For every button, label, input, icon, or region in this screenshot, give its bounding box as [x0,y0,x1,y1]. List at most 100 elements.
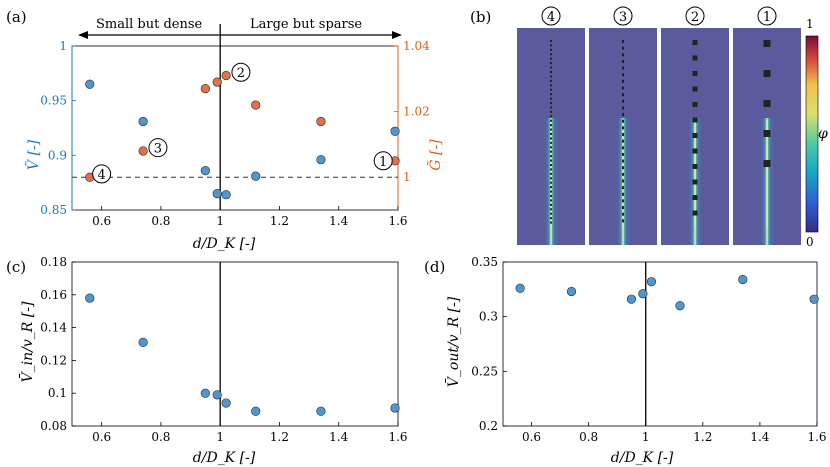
panel-b-particle [550,208,552,211]
panel-a-xtick-label: 1 [216,214,224,228]
panel-c-axes-frame [71,261,399,427]
panel-b-particle [550,181,552,184]
panel-b-particle [550,75,552,78]
panel-c-point [212,390,222,400]
panel-c-xtick-label: 1.4 [329,430,348,444]
panel-d-point [646,277,657,287]
panel-b-particle [550,155,552,158]
panel-d-ytick-label: 0.35 [471,255,498,269]
panel-d-xtick-label: 1.2 [693,430,712,444]
panel-b-particle [622,179,624,183]
panel-a-blue-point [200,166,210,176]
panel-d-xtick-label: 1.4 [750,430,769,444]
panel-b-particle [622,192,624,196]
panel-c-ytick-label: 0.12 [40,353,67,367]
panel-b-particle [550,97,552,100]
small-but-dense-label: Small but dense [96,17,203,32]
panel-b-column-circle-marker-label: 1 [763,10,771,25]
panel-b: (b) 4 3 2 1 1 0 φ [470,6,828,249]
panel-b-particle [550,133,552,135]
panel-d-point [638,289,648,299]
panel-a-orange-point [212,77,222,87]
panel-b-column-circle-marker [613,6,633,26]
panel-a-orange-point [138,146,148,156]
panel-b-particle [550,66,552,69]
panel-b-particle [622,172,624,176]
panel-b-particle [550,212,552,215]
panel-b-particle [622,126,624,130]
panel-a-circle-marker-label: 4 [97,168,105,183]
panel-c-xlabel: d/D_K [-] [193,450,256,466]
panel-a-circle-marker [92,164,112,184]
panel-a-circle-marker [373,151,393,171]
panel-a-xtick-label: 0.8 [151,214,170,228]
panel-b-particle [550,93,552,96]
panel-b-particle [692,40,698,45]
panel-b-particle [550,128,552,131]
panel-b-particle [550,79,552,82]
panel-a-blue-point [221,190,231,200]
panel-b-particle [622,59,624,63]
panel-a-xlabel: d/D_K [-] [193,236,256,252]
panel-d-point [515,283,525,293]
panel-a-right-ytick-label: 1.02 [403,105,430,119]
panel-b-particle [622,113,624,117]
panel-d-xtick-label: 1 [642,430,650,444]
panel-a-orange-point [221,70,231,81]
panel-c-xtick-label: 1 [216,430,224,444]
panel-b-particle [692,102,698,107]
panel-b-particle [622,119,624,123]
panel-b-particle [622,99,624,103]
panel-d-plot: 0.6 0.8 1 1.2 1.4 1.6 0.2 0.25 0.3 0.35 [471,255,826,444]
panel-c-ytick-label: 0.18 [40,255,67,269]
panel-d-ytick-label: 0.25 [471,364,498,378]
panel-b-column-circle-marker [757,6,777,26]
panel-c-xtick-label: 0.6 [92,430,111,444]
panel-a-ytick-label: 1 [59,39,67,53]
panel-b-particle [550,159,552,162]
panel-a-ytick-label: 0.95 [40,94,67,108]
panel-c-point [316,406,326,416]
panel-c-ytick-label: 0.1 [48,386,67,400]
panel-a-xtick-label: 0.6 [92,214,111,228]
panel-b-particle [550,137,552,140]
panel-c-plot: 0.6 0.8 1 1.2 1.4 1.6 0.08 0.1 0.12 0.14 0.16 0.18 [40,255,407,444]
panel-c-ytick-label: 0.08 [40,419,67,433]
colorbar [805,35,819,233]
panel-a-ytick-label: 0.85 [40,203,67,217]
panel-b-particle [692,179,698,185]
panel-b-particle [622,66,624,70]
panel-b-particle [550,217,552,220]
panel-b-particle [550,110,552,113]
panel-a-right-ytick-label: 1 [403,170,411,184]
panel-b-particle [550,146,552,149]
panel-a: (a) Small but dense Large but sparse 0.6… [6,8,444,252]
panel-b-particle [692,55,698,61]
colorbar-min-label: 0 [806,235,814,249]
panel-b-column-circle-marker-label: 4 [547,10,555,25]
panel-d-point [675,301,685,311]
panel-c-point [138,337,148,347]
panel-a-blue-point [251,171,261,181]
panel-b-particle [763,130,771,137]
panel-d-ytick-label: 0.2 [479,419,498,433]
panel-d-point [626,294,637,304]
panel-b-particle [550,119,552,122]
panel-b-particle [622,40,624,43]
panel-a-ylabel-right: G̃ [-] [426,139,444,171]
panel-b-particle [692,117,698,123]
panel-b-particle [622,86,624,90]
panel-c-point [390,403,400,413]
panel-c-tag: (c) [6,258,26,276]
panel-c-xtick-label: 1.6 [388,430,407,444]
panel-d-xlabel: d/D_K [-] [611,450,674,466]
large-but-sparse-label: Large but sparse [250,17,362,32]
panel-a-tag: (a) [6,8,27,26]
panel-b-particle [550,172,552,175]
panel-a-right-ytick-label: 1.04 [403,39,430,53]
panel-b-particle [550,48,552,51]
panel-a-circle-marker [148,138,168,158]
panel-c-point [200,388,210,398]
panel-d-axes-frame [502,261,818,427]
